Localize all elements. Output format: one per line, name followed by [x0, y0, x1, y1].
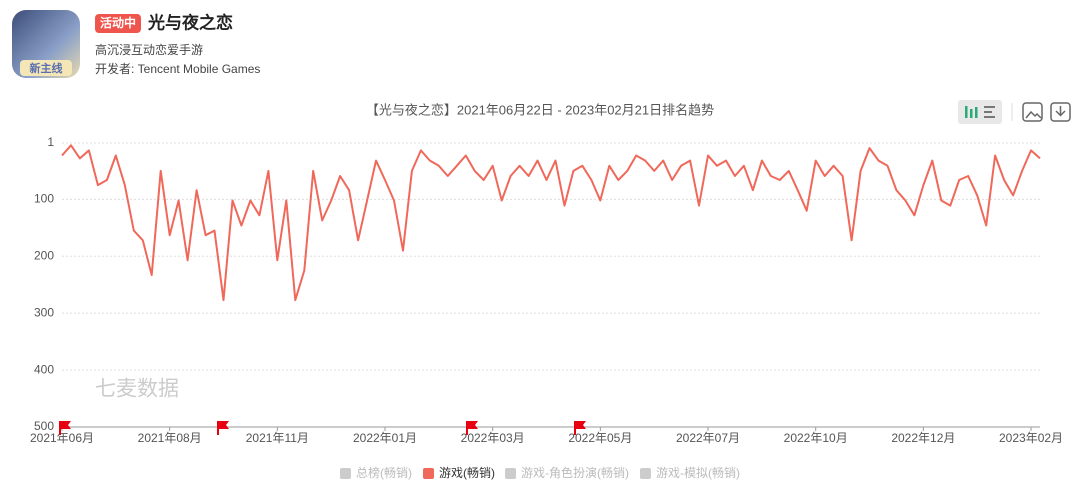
x-tick-label: 2021年06月	[30, 431, 94, 445]
y-tick-label: 500	[34, 419, 54, 433]
y-tick-label: 400	[34, 362, 54, 376]
event-flag[interactable]	[59, 421, 71, 435]
download-glyph	[1055, 106, 1066, 117]
toolbar	[958, 100, 1071, 124]
image-glyph	[1025, 110, 1042, 119]
x-tick-label: 2021年08月	[138, 431, 202, 445]
x-tick-label: 2022年03月	[461, 431, 525, 445]
app-name[interactable]: 光与夜之恋	[147, 12, 233, 32]
x-tick-label: 2022年01月	[353, 431, 417, 445]
legend-swatch[interactable]	[340, 468, 351, 479]
legend-label[interactable]: 游戏(畅销)	[439, 466, 495, 480]
badge-text: 活动中	[100, 15, 136, 30]
y-tick-label: 100	[34, 192, 54, 206]
legend-swatch[interactable]	[640, 468, 651, 479]
event-flag[interactable]	[466, 421, 478, 435]
legend-label[interactable]: 游戏-角色扮演(畅销)	[521, 465, 629, 480]
app-subtitle: 高沉浸互动恋爱手游	[95, 42, 203, 57]
chart-title: 【光与夜之恋】2021年06月22日 - 2023年02月21日排名趋势	[366, 102, 714, 117]
developer[interactable]: 开发者: Tencent Mobile Games	[95, 61, 260, 76]
x-tick-label: 2023年02月	[999, 431, 1063, 445]
y-tick-label: 300	[34, 305, 54, 319]
x-tick-label: 2021年11月	[246, 431, 309, 445]
icon-label: 新主线	[30, 61, 63, 75]
app-header: 新主线 活动中 光与夜之恋 高沉浸互动恋爱手游 开发者: Tencent Mob…	[12, 10, 260, 78]
event-flag[interactable]	[217, 421, 229, 435]
legend: 总榜(畅销) 游戏(畅销) 游戏-角色扮演(畅销) 游戏-模拟(畅销)	[340, 465, 740, 480]
x-tick-label: 2022年05月	[568, 431, 632, 445]
icon-label-bg	[20, 60, 72, 76]
badge	[95, 14, 141, 33]
x-tick-label: 2022年10月	[784, 431, 848, 445]
y-tick-label: 200	[34, 248, 54, 262]
y-tick-label: 1	[47, 135, 54, 149]
legend-swatch[interactable]	[505, 468, 516, 479]
list-icon	[984, 106, 995, 118]
image-button[interactable]	[1022, 102, 1043, 122]
download-button[interactable]	[1050, 102, 1071, 122]
event-flags	[59, 421, 586, 435]
bar-icon	[965, 106, 978, 118]
x-tick-label: 2022年12月	[891, 431, 955, 445]
rank-line	[61, 144, 1041, 302]
chart-toggle[interactable]	[958, 100, 1002, 124]
event-flag[interactable]	[574, 421, 586, 435]
legend-label[interactable]: 总榜(畅销)	[356, 465, 412, 480]
legend-label[interactable]: 游戏-模拟(畅销)	[656, 466, 740, 480]
legend-swatch[interactable]	[423, 468, 434, 479]
watermark: 七麦数据	[95, 378, 179, 401]
x-tick-label: 2022年07月	[676, 431, 740, 445]
